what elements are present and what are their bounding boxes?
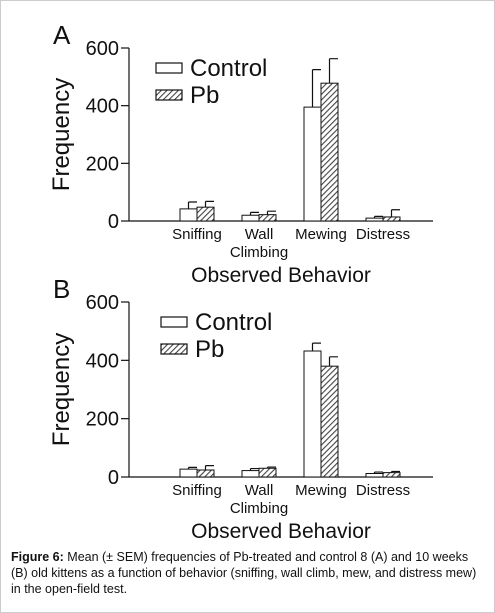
y-tick-label: 0 xyxy=(108,211,119,233)
legend-label: Pb xyxy=(195,336,224,363)
x-tick-label: Mewing xyxy=(295,482,347,499)
bar xyxy=(241,470,260,478)
error-bar xyxy=(373,215,383,219)
error-bar xyxy=(266,466,276,469)
bar xyxy=(365,473,384,478)
bar xyxy=(320,82,339,222)
x-axis-title: Observed Behavior xyxy=(191,520,371,543)
y-axis-title: Frequency xyxy=(48,333,75,446)
error-bar xyxy=(311,342,321,351)
caption-label: Figure 6: xyxy=(11,550,64,564)
x-tick-label: Distress xyxy=(355,482,411,499)
x-tick-label: Wall Climbing xyxy=(229,226,289,261)
legend-swatch xyxy=(160,316,188,328)
caption-text: Mean (± SEM) frequencies of Pb-treated a… xyxy=(11,550,477,596)
y-tick-label: 200 xyxy=(86,409,119,431)
error-bar xyxy=(328,58,338,84)
error-bar xyxy=(204,465,214,470)
bar xyxy=(196,206,215,222)
bar xyxy=(320,365,339,478)
error-bar xyxy=(249,211,259,216)
x-tick-label: Sniffing xyxy=(172,482,222,499)
legend-label: Control xyxy=(190,55,267,82)
bar xyxy=(241,214,260,222)
bar xyxy=(179,208,198,222)
panel-label: B xyxy=(53,274,70,304)
bar xyxy=(179,468,198,478)
y-tick-label: 200 xyxy=(86,153,119,175)
error-bar xyxy=(328,356,338,367)
error-bar xyxy=(249,467,259,471)
x-axis-title: Observed Behavior xyxy=(191,264,371,287)
x-tick-label: Sniffing xyxy=(172,226,222,243)
error-bar xyxy=(373,471,383,474)
legend-swatch xyxy=(160,343,188,355)
legend-label: Control xyxy=(195,309,272,336)
x-tick-label: Wall Climbing xyxy=(229,482,289,517)
bar xyxy=(303,350,322,478)
bar xyxy=(303,106,322,222)
error-bar xyxy=(266,210,276,215)
y-tick-label: 400 xyxy=(86,350,119,372)
y-tick-label: 0 xyxy=(108,467,119,489)
y-tick-label: 400 xyxy=(86,96,119,118)
bar xyxy=(258,214,277,222)
y-axis-title: Frequency xyxy=(48,78,75,191)
error-bar xyxy=(390,470,400,473)
error-bar xyxy=(187,466,197,470)
bar xyxy=(382,472,401,478)
bar xyxy=(382,216,401,222)
caption: Figure 6: Mean (± SEM) frequencies of Pb… xyxy=(11,549,485,597)
bar xyxy=(258,467,277,478)
y-tick-label: 600 xyxy=(86,292,119,314)
error-bar xyxy=(311,69,321,108)
legend-swatch xyxy=(155,62,183,74)
bar xyxy=(365,217,384,222)
x-tick-label: Distress xyxy=(355,226,411,243)
panel-label: A xyxy=(53,20,71,50)
legend-swatch xyxy=(155,89,183,101)
y-tick-label: 600 xyxy=(86,38,119,60)
error-bar xyxy=(187,201,197,209)
error-bar xyxy=(204,200,214,208)
bar xyxy=(196,469,215,478)
x-tick-label: Mewing xyxy=(295,226,347,243)
error-bar xyxy=(390,209,400,217)
legend-label: Pb xyxy=(190,82,219,109)
